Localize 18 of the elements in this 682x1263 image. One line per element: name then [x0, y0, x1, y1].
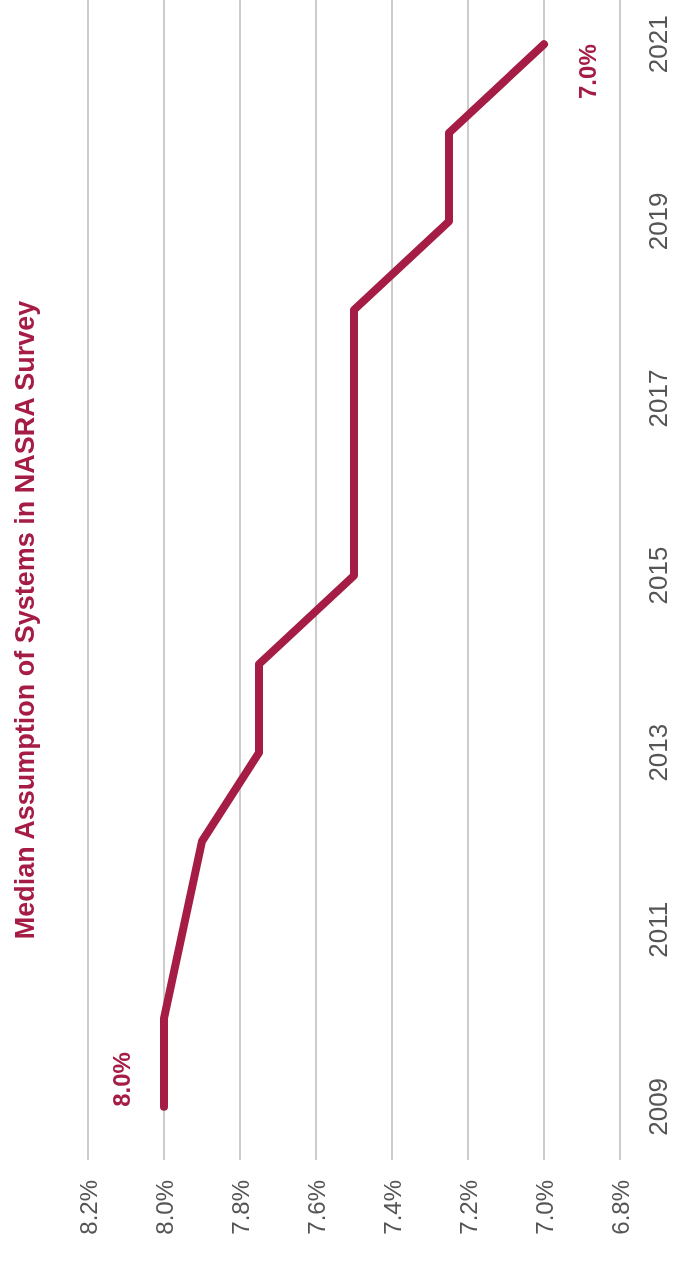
- x-tick-label: 6.8%: [606, 1180, 634, 1235]
- x-tick-label: 7.8%: [226, 1180, 254, 1235]
- x-tick-label: 8.0%: [150, 1180, 178, 1235]
- y-tick-label: 2011: [643, 901, 673, 958]
- y-tick-label: 2013: [643, 723, 673, 782]
- annotation: 8.0%: [108, 1052, 136, 1107]
- y-tick-label: 2019: [643, 192, 673, 251]
- y-tick-label: 2015: [643, 546, 673, 605]
- x-tick-label: 7.2%: [454, 1180, 482, 1235]
- x-tick-label: 7.4%: [378, 1180, 406, 1235]
- x-tick-label: 8.2%: [74, 1180, 102, 1235]
- y-tick-label: 2021: [643, 15, 673, 74]
- x-tick-label: 7.6%: [302, 1180, 330, 1235]
- y-tick-label: 2009: [643, 1077, 673, 1136]
- text: Median Assumption of Systems in NASRA Survey: [10, 300, 40, 940]
- y-tick-label: 2017: [643, 369, 673, 428]
- annotation: 7.0%: [574, 44, 602, 99]
- x-tick-label: 7.0%: [530, 1180, 558, 1235]
